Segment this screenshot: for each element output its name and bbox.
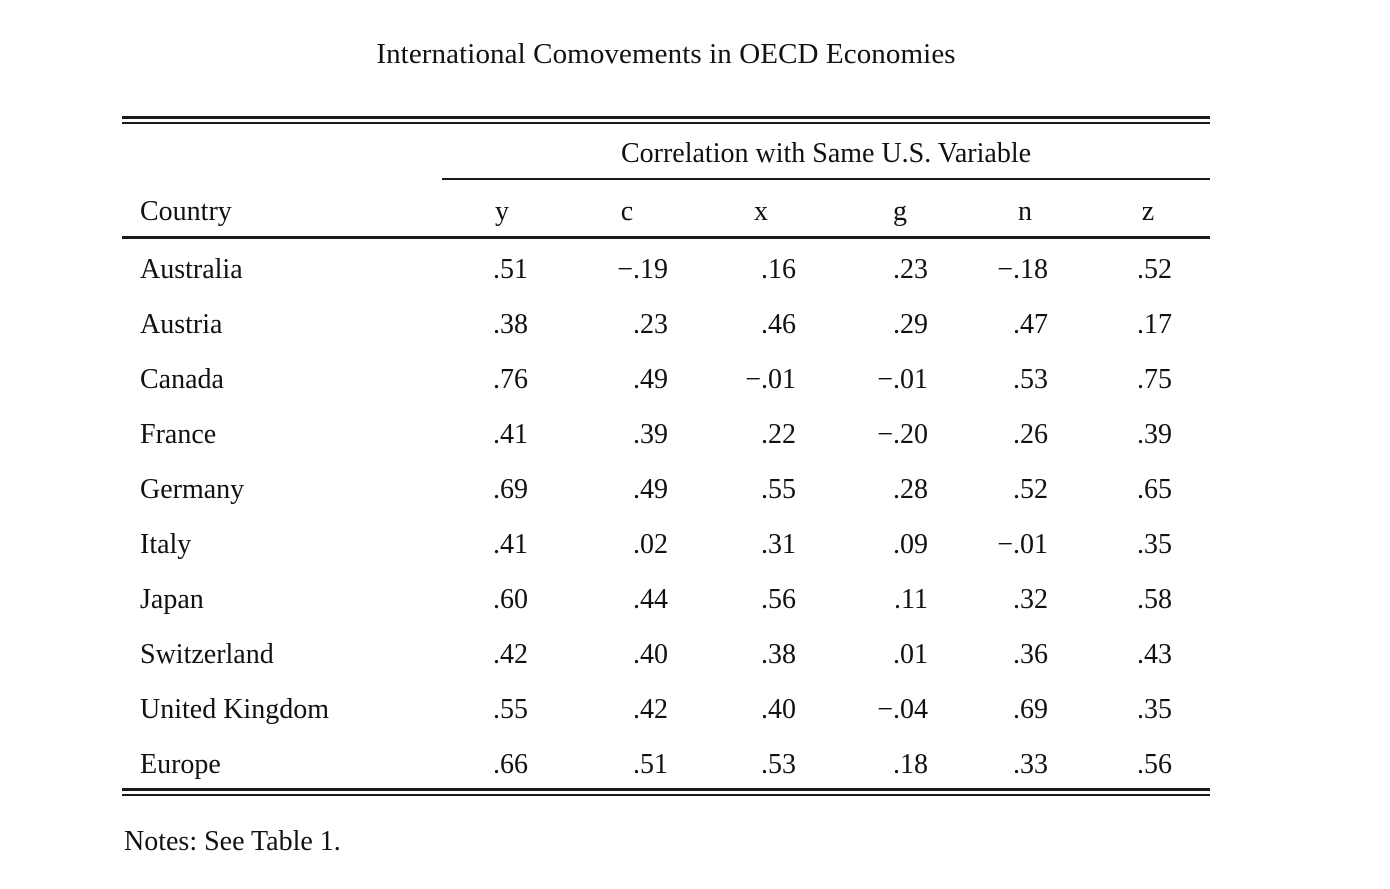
cell-z: .17 [1137, 309, 1172, 340]
cell-g: −.04 [877, 694, 928, 725]
table-row: Austria .38 .23 .46 .29 .47 .17 [0, 309, 1390, 349]
cell-g: .18 [893, 749, 928, 780]
cell-c: .42 [633, 694, 668, 725]
row-country-label: France [140, 419, 217, 450]
cell-c: −.19 [617, 254, 668, 285]
table-row: Australia .51 −.19 .16 .23 −.18 .52 [0, 254, 1390, 294]
column-header-x: x [754, 196, 768, 227]
cell-n: .47 [1013, 309, 1048, 340]
cell-x: −.01 [745, 364, 796, 395]
cell-x: .22 [761, 419, 796, 450]
header-rule [122, 236, 1210, 239]
top-double-rule [122, 116, 1210, 124]
cell-x: .53 [761, 749, 796, 780]
row-country-label: Japan [140, 584, 204, 615]
cell-z: .58 [1137, 584, 1172, 615]
cell-g: .01 [893, 639, 928, 670]
cell-n: .36 [1013, 639, 1048, 670]
cell-y: .41 [493, 529, 528, 560]
cell-x: .46 [761, 309, 796, 340]
cell-z: .52 [1137, 254, 1172, 285]
table-row: Switzerland .42 .40 .38 .01 .36 .43 [0, 639, 1390, 679]
cell-z: .43 [1137, 639, 1172, 670]
row-country-label: Austria [140, 309, 223, 340]
cell-x: .16 [761, 254, 796, 285]
spanner-rule [442, 178, 1210, 180]
cell-c: .40 [633, 639, 668, 670]
cell-c: .49 [633, 364, 668, 395]
spanner-header: Correlation with Same U.S. Variable [620, 138, 1032, 169]
cell-g: .11 [894, 584, 928, 615]
cell-g: .09 [893, 529, 928, 560]
cell-x: .31 [761, 529, 796, 560]
cell-g: −.01 [877, 364, 928, 395]
table-notes: Notes: See Table 1. [124, 826, 341, 857]
cell-y: .69 [493, 474, 528, 505]
table-row: Italy .41 .02 .31 .09 −.01 .35 [0, 529, 1390, 569]
cell-x: .38 [761, 639, 796, 670]
cell-n: −.01 [997, 529, 1048, 560]
row-country-label: Germany [140, 474, 245, 505]
row-country-label: Italy [140, 529, 192, 560]
cell-z: .35 [1137, 529, 1172, 560]
row-country-label: Canada [140, 364, 224, 395]
cell-z: .65 [1137, 474, 1172, 505]
cell-n: .52 [1013, 474, 1048, 505]
cell-c: .02 [633, 529, 668, 560]
cell-y: .51 [493, 254, 528, 285]
cell-y: .42 [493, 639, 528, 670]
cell-y: .38 [493, 309, 528, 340]
cell-y: .60 [493, 584, 528, 615]
cell-x: .56 [761, 584, 796, 615]
cell-z: .35 [1137, 694, 1172, 725]
column-header-n: n [1018, 196, 1032, 227]
cell-g: −.20 [877, 419, 928, 450]
cell-g: .29 [893, 309, 928, 340]
cell-c: .39 [633, 419, 668, 450]
cell-c: .23 [633, 309, 668, 340]
cell-n: .33 [1013, 749, 1048, 780]
cell-x: .40 [761, 694, 796, 725]
cell-n: .32 [1013, 584, 1048, 615]
cell-z: .75 [1137, 364, 1172, 395]
table-row: United Kingdom .55 .42 .40 −.04 .69 .35 [0, 694, 1390, 734]
row-country-label: United Kingdom [140, 694, 329, 725]
cell-c: .44 [633, 584, 668, 615]
cell-y: .55 [493, 694, 528, 725]
cell-n: .69 [1013, 694, 1048, 725]
table-row: Europe .66 .51 .53 .18 .33 .56 [0, 749, 1390, 789]
cell-z: .56 [1137, 749, 1172, 780]
column-header-y: y [495, 196, 509, 227]
cell-y: .76 [493, 364, 528, 395]
table-row: France .41 .39 .22 −.20 .26 .39 [0, 419, 1390, 459]
cell-z: .39 [1137, 419, 1172, 450]
column-header-c: c [620, 196, 634, 227]
row-country-label: Switzerland [140, 639, 274, 670]
row-country-label: Europe [140, 749, 221, 780]
column-header-z: z [1141, 196, 1155, 227]
cell-y: .66 [493, 749, 528, 780]
table-row: Canada .76 .49 −.01 −.01 .53 .75 [0, 364, 1390, 404]
cell-n: .53 [1013, 364, 1048, 395]
cell-n: −.18 [997, 254, 1048, 285]
column-header-g: g [893, 196, 907, 227]
cell-g: .23 [893, 254, 928, 285]
cell-c: .49 [633, 474, 668, 505]
cell-c: .51 [633, 749, 668, 780]
table-title: International Comovements in OECD Econom… [376, 38, 956, 70]
cell-x: .55 [761, 474, 796, 505]
cell-n: .26 [1013, 419, 1048, 450]
country-column-header: Country [140, 196, 232, 227]
table-row: Japan .60 .44 .56 .11 .32 .58 [0, 584, 1390, 624]
cell-g: .28 [893, 474, 928, 505]
bottom-double-rule [122, 788, 1210, 796]
cell-y: .41 [493, 419, 528, 450]
row-country-label: Australia [140, 254, 243, 285]
table-row: Germany .69 .49 .55 .28 .52 .65 [0, 474, 1390, 514]
